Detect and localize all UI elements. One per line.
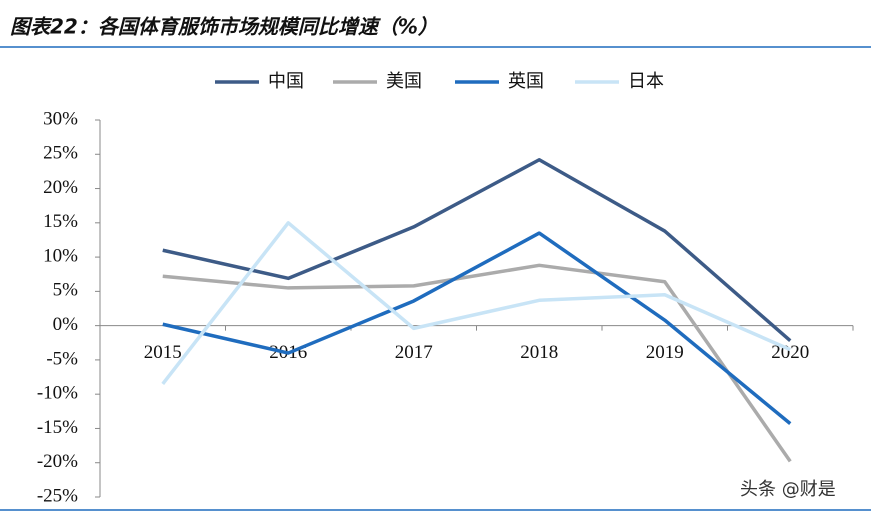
y-tick-label: 30% bbox=[43, 108, 78, 129]
series-line bbox=[162, 231, 792, 426]
legend-label: 美国 bbox=[386, 71, 422, 92]
x-tick-label: 2019 bbox=[646, 342, 684, 363]
y-tick-label: -25% bbox=[37, 485, 78, 506]
y-tick-label: 0% bbox=[53, 314, 79, 335]
chart-title: 图表22：各国体育服饰市场规模同比增速（%） bbox=[10, 15, 438, 39]
y-tick-label: 10% bbox=[43, 245, 78, 266]
x-tick-label: 2017 bbox=[395, 342, 433, 363]
legend-label: 英国 bbox=[508, 71, 544, 92]
x-tick-label: 2015 bbox=[144, 342, 182, 363]
y-tick-label: 5% bbox=[53, 280, 79, 301]
y-tick-label: -15% bbox=[37, 417, 78, 438]
legend-label: 日本 bbox=[628, 71, 664, 92]
y-tick-label: -20% bbox=[37, 451, 78, 472]
y-tick-label: 20% bbox=[43, 177, 78, 198]
watermark: 头条 @财是 bbox=[740, 479, 836, 500]
legend-label: 中国 bbox=[268, 71, 304, 92]
y-tick-label: -10% bbox=[37, 383, 78, 404]
series-line bbox=[162, 263, 792, 463]
x-tick-label: 2018 bbox=[520, 342, 558, 363]
series-line bbox=[162, 158, 792, 343]
y-tick-label: -5% bbox=[46, 348, 78, 369]
series-line bbox=[161, 221, 791, 385]
y-tick-label: 25% bbox=[43, 143, 78, 164]
y-tick-label: 15% bbox=[43, 211, 78, 232]
